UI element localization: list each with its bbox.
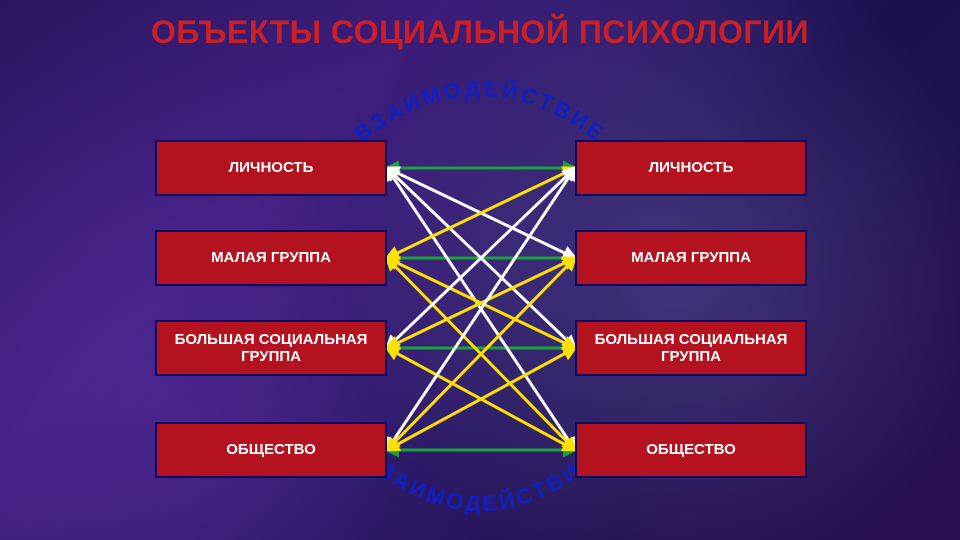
- box-label: МАЛАЯ ГРУППА: [211, 249, 331, 266]
- background: [0, 0, 960, 540]
- box-label: ОБЩЕСТВО: [226, 441, 316, 458]
- box-left-1: МАЛАЯ ГРУППА: [155, 230, 387, 286]
- box-left-0: ЛИЧНОСТЬ: [155, 140, 387, 196]
- box-label: МАЛАЯ ГРУППА: [631, 249, 751, 266]
- box-left-2: БОЛЬШАЯ СОЦИАЛЬНАЯ ГРУППА: [155, 320, 387, 376]
- box-label: ЛИЧНОСТЬ: [229, 159, 314, 176]
- slide-title: ОБЪЕКТЫ СОЦИАЛЬНОЙ ПСИХОЛОГИИ: [0, 14, 960, 51]
- slide-root: ОБЪЕКТЫ СОЦИАЛЬНОЙ ПСИХОЛОГИИ ВЗАИМОДЕЙС…: [0, 0, 960, 540]
- box-label: ЛИЧНОСТЬ: [649, 159, 734, 176]
- box-label: БОЛЬШАЯ СОЦИАЛЬНАЯ ГРУППА: [583, 331, 799, 366]
- box-right-0: ЛИЧНОСТЬ: [575, 140, 807, 196]
- box-label: ОБЩЕСТВО: [646, 441, 736, 458]
- box-right-3: ОБЩЕСТВО: [575, 422, 807, 478]
- box-right-1: МАЛАЯ ГРУППА: [575, 230, 807, 286]
- box-label: БОЛЬШАЯ СОЦИАЛЬНАЯ ГРУППА: [163, 331, 379, 366]
- box-left-3: ОБЩЕСТВО: [155, 422, 387, 478]
- box-right-2: БОЛЬШАЯ СОЦИАЛЬНАЯ ГРУППА: [575, 320, 807, 376]
